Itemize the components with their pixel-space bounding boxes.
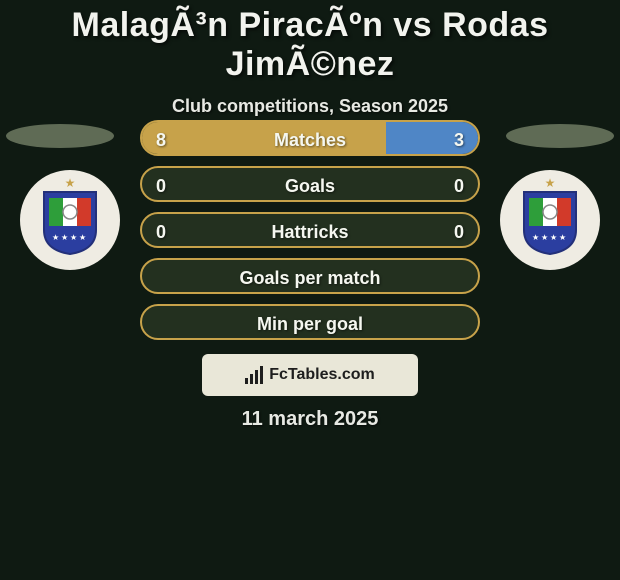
page-title: MalagÃ³n PiracÃºn vs Rodas JimÃ©nez <box>0 0 620 84</box>
stat-label: Goals <box>142 168 478 202</box>
stat-rows: Matches83Goals00Hattricks00Goals per mat… <box>0 120 620 350</box>
stat-value-right: 0 <box>454 168 464 202</box>
stat-row: Matches8 3 <box>140 120 480 156</box>
stat-value-right: 0 <box>454 214 464 248</box>
stat-row: Min per goal <box>140 304 480 340</box>
comparison-card: MalagÃ³n PiracÃºn vs Rodas JimÃ©nez Club… <box>0 0 620 580</box>
stat-value-left: 0 <box>156 168 166 202</box>
stat-label: Goals per match <box>142 260 478 294</box>
stat-value-right: 3 <box>454 122 464 156</box>
stat-label: Hattricks <box>142 214 478 248</box>
stat-row: Goals0 0 <box>140 166 480 202</box>
stat-value-left: 8 <box>156 122 166 156</box>
stat-value-left: 0 <box>156 214 166 248</box>
bar-chart-icon <box>245 366 263 384</box>
stat-row: Hattricks0 0 <box>140 212 480 248</box>
date-label: 11 march 2025 <box>0 408 620 431</box>
subtitle: Club competitions, Season 2025 <box>0 96 620 117</box>
source-logo: FcTables.com <box>202 354 418 396</box>
logo-text: FcTables.com <box>269 366 375 384</box>
stat-row: Goals per match <box>140 258 480 294</box>
stat-label: Matches <box>142 122 478 156</box>
stat-label: Min per goal <box>142 306 478 340</box>
